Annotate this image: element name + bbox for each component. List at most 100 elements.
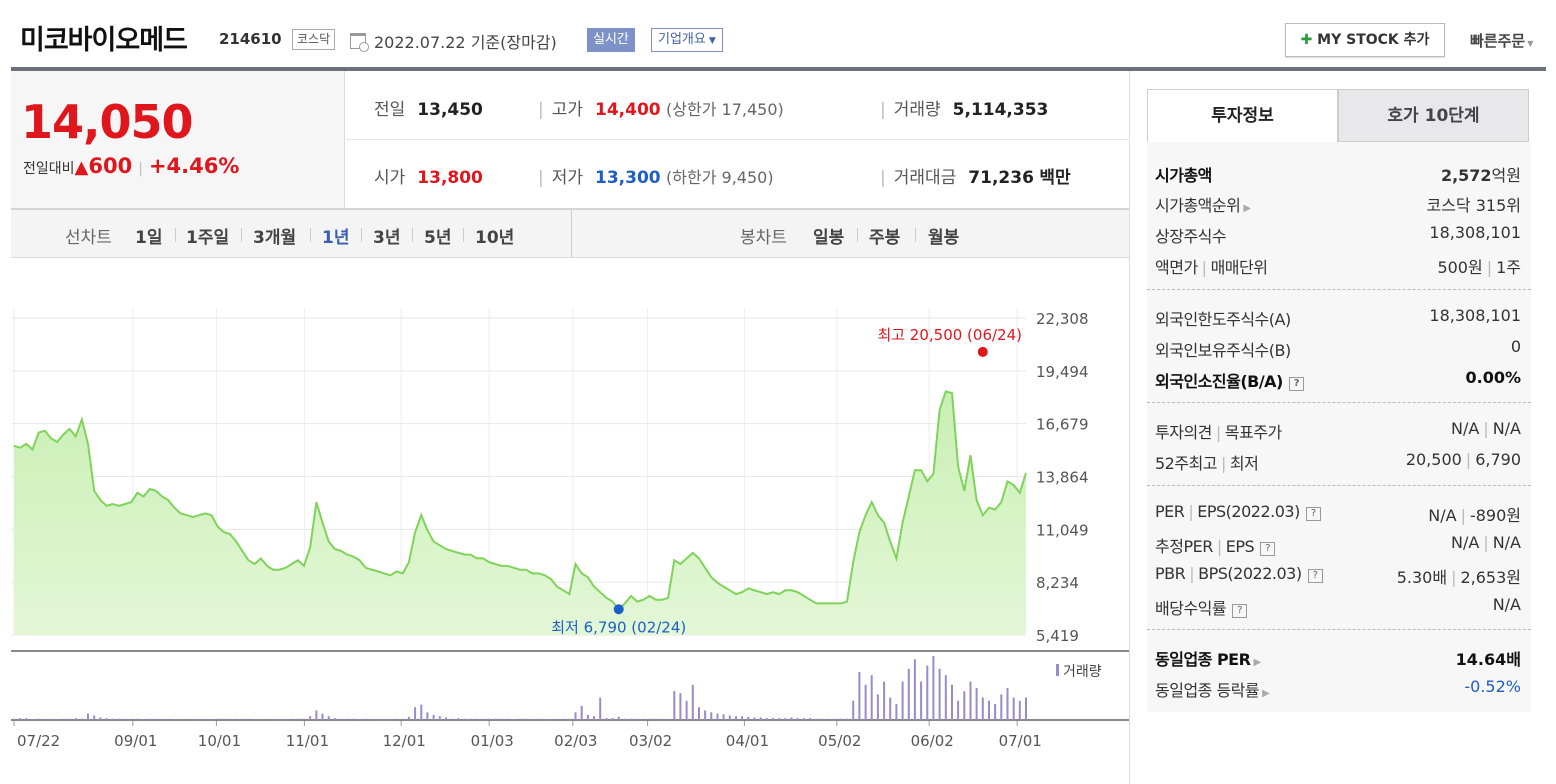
- volume-bar: [62, 718, 65, 720]
- foreign-limit-label: 외국인한도주식수(A): [1155, 310, 1291, 329]
- x-tick-label: 07/01: [999, 732, 1042, 750]
- est-per-values: N/A | N/A: [1451, 533, 1521, 552]
- volume-bar: [673, 691, 676, 720]
- opinion-label: 투자의견: [1155, 423, 1212, 442]
- volume-bar: [784, 718, 787, 720]
- volume-bar: [142, 719, 145, 721]
- volume-bar: [74, 718, 77, 720]
- low-label: 최저 6,790 (02/24): [551, 618, 686, 636]
- help-icon[interactable]: ?: [1305, 507, 1321, 521]
- help-icon[interactable]: ?: [1288, 377, 1304, 391]
- period-3y[interactable]: 3년: [373, 228, 401, 248]
- volume-bar: [25, 718, 28, 720]
- add-mystock-button[interactable]: ✚ MY STOCK 추가: [1285, 23, 1445, 57]
- mcap-rank-label[interactable]: 시가총액순위 ▶: [1155, 192, 1251, 216]
- help-icon[interactable]: ?: [1307, 569, 1323, 583]
- per-label: PER: [1155, 502, 1185, 521]
- separator: [412, 228, 413, 242]
- volume-bar: [698, 707, 700, 720]
- volume-bar: [506, 718, 509, 720]
- volume-bar: [488, 718, 491, 720]
- volume-bar: [210, 719, 213, 721]
- volume-bar: [247, 718, 250, 720]
- divider: [1147, 402, 1531, 403]
- est-per-value: N/A: [1450, 533, 1480, 552]
- volume-bar: [19, 718, 22, 720]
- volume-bar: [457, 718, 460, 720]
- info-row-mcap: 시가총액 2,572억원: [1155, 158, 1521, 188]
- quick-order-button[interactable]: 빠른주문 ▼: [1470, 30, 1533, 51]
- price-change: 전일대비▲600 | +4.46%: [23, 154, 239, 178]
- tab-investment-info[interactable]: 투자정보: [1147, 89, 1338, 142]
- volume-bar: [599, 697, 602, 720]
- mcap-rank-value: 코스닥 315위: [1426, 196, 1521, 215]
- y-tick-label: 22,308: [1036, 310, 1089, 328]
- period-1w[interactable]: 1주일: [186, 228, 230, 248]
- volume-bar: [975, 688, 978, 720]
- opinion-labels: 투자의견 | 목표주가: [1155, 419, 1282, 443]
- candle-monthly[interactable]: 월봉: [928, 228, 960, 248]
- volume-bar: [272, 719, 275, 721]
- separator: [241, 228, 242, 242]
- calendar-clock-icon: [350, 33, 369, 52]
- info-row-52w: 52주최고 | 최저 20,500 | 6,790: [1155, 446, 1521, 476]
- volume-bar: [451, 718, 454, 720]
- price-chart: 22,308 19,494 16,679 13,864 11,049 8,234 5,419…: [11, 258, 1129, 784]
- volume-bar: [512, 719, 515, 721]
- separator: [857, 228, 858, 242]
- separator: |: [1216, 537, 1222, 556]
- volume-bar: [50, 718, 52, 720]
- info-row-industry-per: 동일업종 PER ▶ 14.64배: [1155, 642, 1521, 672]
- volume-bar: [809, 718, 811, 720]
- est-eps-label: EPS: [1225, 537, 1255, 556]
- stock-code: 214610: [219, 30, 282, 48]
- separator: [463, 228, 464, 242]
- volume-bar: [759, 717, 762, 720]
- separator: |: [138, 161, 143, 177]
- volume-bar: [333, 718, 336, 720]
- volume-bar: [586, 714, 589, 720]
- separator: |: [538, 100, 544, 120]
- volume-bar: [340, 718, 342, 720]
- volume-bar: [321, 713, 324, 720]
- company-info-dropdown[interactable]: 기업개요 ▼: [651, 28, 723, 52]
- period-1d[interactable]: 1일: [135, 228, 163, 248]
- volume-bar: [278, 719, 281, 721]
- separator: |: [1451, 568, 1457, 587]
- volume-bar: [43, 718, 46, 720]
- candle-daily[interactable]: 일봉: [813, 228, 845, 248]
- volume-bar: [68, 718, 71, 720]
- w52-high-value: 20,500: [1405, 450, 1462, 469]
- low-value: 13,300: [595, 168, 661, 188]
- y-tick-label: 13,864: [1036, 468, 1089, 486]
- ind-per-label[interactable]: 동일업종 PER ▶: [1155, 646, 1261, 670]
- target-label: 목표주가: [1224, 423, 1282, 442]
- separator: [915, 228, 916, 242]
- divider: [1147, 485, 1531, 486]
- help-icon[interactable]: ?: [1260, 542, 1276, 556]
- volume-label: 거래량: [893, 100, 941, 120]
- candle-weekly[interactable]: 주봉: [869, 228, 901, 248]
- trade-amount: | 거래대금 71,236 백만: [880, 163, 1071, 188]
- candle-chart-label: 봉차트: [740, 228, 787, 248]
- foreign-hold-label: 외국인보유주식수(B): [1155, 341, 1291, 360]
- help-icon[interactable]: ?: [1232, 604, 1248, 618]
- volume-bar: [574, 712, 577, 720]
- period-3m[interactable]: 3개월: [253, 228, 297, 248]
- realtime-button[interactable]: 실시간: [587, 28, 635, 52]
- volume-bar: [531, 719, 534, 721]
- volume-bar: [370, 719, 373, 721]
- header-divider: [11, 67, 1546, 71]
- volume-bar: [580, 705, 583, 720]
- ind-rate-label[interactable]: 동일업종 등락률 ▶: [1155, 677, 1270, 701]
- period-10y[interactable]: 10년: [475, 228, 515, 248]
- volume-bar: [895, 704, 898, 720]
- day-high: | 고가 14,400 (상한가 17,450): [538, 95, 784, 120]
- volume-bar: [407, 716, 410, 720]
- period-5y[interactable]: 5년: [424, 228, 452, 248]
- volume-bar: [802, 718, 805, 720]
- tab-orderbook-10[interactable]: 호가 10단계: [1338, 89, 1529, 142]
- face-labels: 액면가 | 매매단위: [1155, 254, 1268, 278]
- volume-bar: [1018, 700, 1021, 720]
- period-1y[interactable]: 1년: [322, 228, 350, 248]
